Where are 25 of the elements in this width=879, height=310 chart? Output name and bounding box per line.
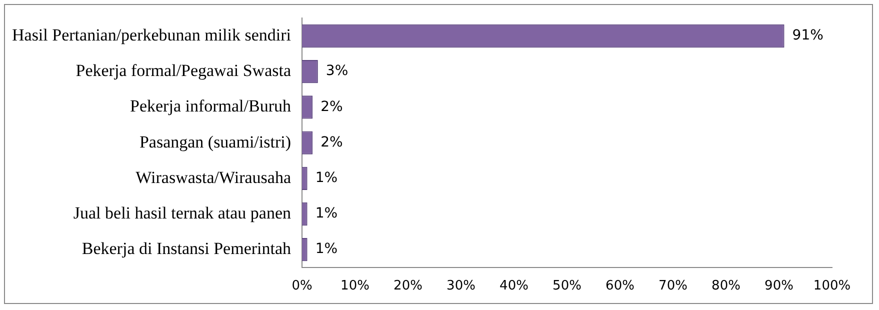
x-tick-label: 70% (658, 278, 688, 294)
data-label: 1% (315, 206, 338, 222)
x-tick-label: 40% (500, 278, 528, 294)
data-label: 3% (326, 63, 348, 80)
x-tick-label: 10% (340, 278, 370, 294)
x-tick-label: 50% (552, 278, 582, 294)
data-label: 1% (315, 241, 338, 258)
y-tick-label: Jual beli hasil ternak atau panen (73, 203, 292, 222)
y-tick-label: Hasil Pertanian/perkebunan milik sendiri (12, 25, 292, 44)
y-tick-label: Bekerja di Instansi Pemerintah (82, 239, 292, 258)
x-tick-label: 60% (606, 278, 634, 294)
data-label: 91% (792, 28, 824, 44)
data-label: 2% (320, 98, 343, 115)
x-tick-label: 0% (292, 278, 312, 294)
x-tick-label: 20% (394, 278, 422, 294)
data-label: 2% (320, 134, 343, 150)
x-tick-label: 100% (813, 278, 851, 294)
y-tick-label: Pekerja informal/Buruh (130, 96, 292, 116)
x-tick-label: 30% (446, 278, 476, 294)
y-tick-label: Wiraswasta/Wirausaha (136, 168, 292, 187)
x-tick-label: 90% (764, 278, 794, 294)
x-tick-label: 80% (712, 278, 740, 294)
y-tick-label: Pekerja formal/Pegawai Swasta (76, 61, 292, 80)
data-label: 1% (315, 170, 338, 186)
y-tick-label: Pasangan (suami/istri) (139, 132, 292, 152)
